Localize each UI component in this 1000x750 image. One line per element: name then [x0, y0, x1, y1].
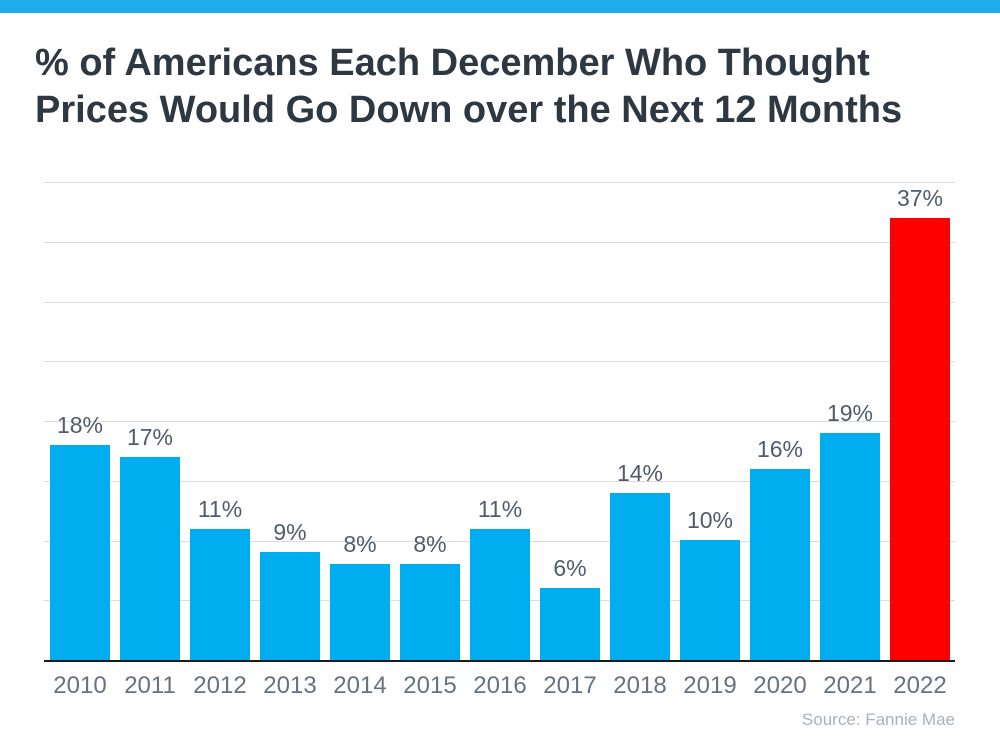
bar-value-label-2012: 11% [197, 496, 243, 522]
x-tick-label-2020: 2020 [753, 672, 807, 699]
bar-value-label-2015: 8% [413, 531, 447, 557]
x-tick-label-2022: 2022 [893, 672, 947, 699]
bar-value-label-2011: 17% [126, 424, 174, 450]
bar-2019 [680, 540, 740, 660]
chart-title-line2: Prices Would Go Down over the Next 12 Mo… [35, 89, 903, 131]
bar-2020 [750, 469, 810, 660]
bar-value-label-2022: 37% [896, 185, 944, 211]
x-tick-label-2015: 2015 [403, 672, 457, 699]
bar-2010 [50, 445, 110, 660]
bar-value-label-2016: 11% [477, 496, 523, 522]
bar-value-label-2021: 19% [826, 400, 874, 426]
top-accent-bar [0, 0, 1000, 13]
gridline-15pct [44, 481, 955, 482]
x-tick-label-2014: 2014 [333, 672, 387, 699]
x-axis-line [44, 660, 955, 662]
bar-value-label-2019: 10% [686, 507, 734, 533]
x-tick-label-2021: 2021 [823, 672, 877, 699]
gridline-25pct [44, 361, 955, 362]
gridline-40pct [44, 182, 955, 183]
x-tick-label-2010: 2010 [53, 672, 107, 699]
x-tick-label-2018: 2018 [613, 672, 667, 699]
bar-2013 [260, 552, 320, 660]
bar-2015 [400, 564, 460, 660]
chart-title-line1: % of Americans Each December Who Thought [35, 42, 870, 84]
bar-2021 [820, 433, 880, 660]
gridline-30pct [44, 302, 955, 303]
x-tick-label-2019: 2019 [683, 672, 737, 699]
bar-value-label-2014: 8% [343, 531, 377, 557]
bar-2016 [470, 529, 530, 660]
bar-2022 [890, 218, 950, 660]
bar-value-label-2010: 18% [56, 412, 104, 438]
bar-2017 [540, 588, 600, 660]
gridline-35pct [44, 242, 955, 243]
bar-2018 [610, 493, 670, 660]
x-tick-label-2012: 2012 [193, 672, 247, 699]
bar-2014 [330, 564, 390, 660]
x-tick-label-2016: 2016 [473, 672, 527, 699]
source-credit: Source: Fannie Mae [801, 710, 955, 729]
bar-value-label-2018: 14% [616, 460, 664, 486]
gridline-20pct [44, 421, 955, 422]
chart-title: % of Americans Each December Who Thought… [35, 40, 975, 134]
x-tick-label-2013: 2013 [263, 672, 317, 699]
bar-value-label-2017: 6% [553, 555, 587, 581]
bar-2012 [190, 529, 250, 660]
bar-value-label-2020: 16% [756, 436, 804, 462]
x-tick-label-2017: 2017 [543, 672, 597, 699]
bar-value-label-2013: 9% [273, 519, 307, 545]
bar-2011 [120, 457, 180, 660]
x-tick-label-2011: 2011 [124, 672, 176, 699]
